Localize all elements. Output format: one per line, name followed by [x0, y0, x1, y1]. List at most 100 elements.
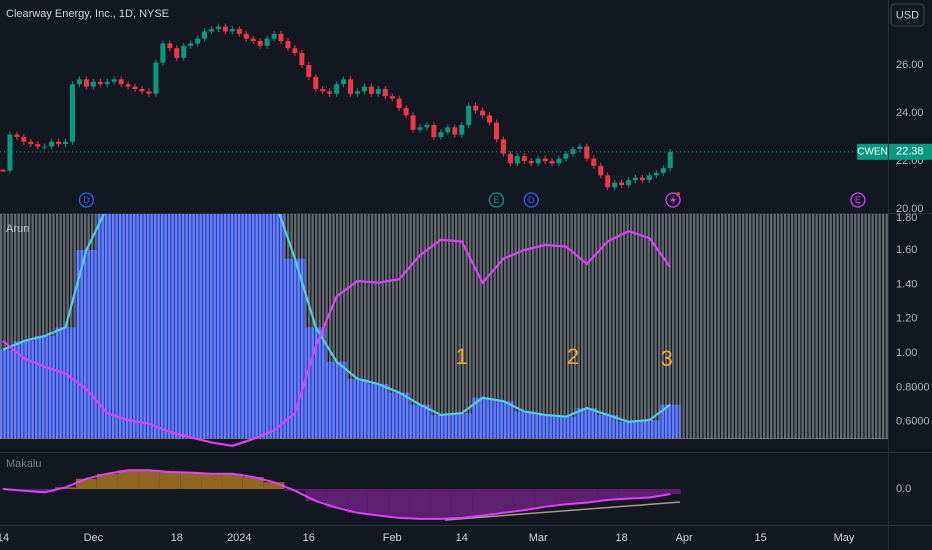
candle-body: [195, 38, 201, 44]
candle-body: [76, 79, 82, 85]
candle-body: [236, 29, 242, 34]
candle-body: [209, 29, 215, 32]
histogram-bar: [34, 335, 56, 438]
candle-body: [14, 134, 20, 137]
candle-body: [292, 48, 298, 54]
candle-body: [591, 158, 597, 166]
indicator-line: [2, 229, 672, 447]
y-tick-label: 24.00: [896, 107, 924, 119]
candle-body: [104, 81, 110, 85]
indicator-line: [2, 469, 671, 520]
candle-body: [605, 175, 611, 188]
histogram-bar: [159, 472, 181, 489]
trend-line: [444, 501, 681, 521]
event-marker: [523, 192, 539, 208]
histogram-bar: [576, 489, 598, 503]
candle-body: [556, 158, 562, 164]
candle-body: [125, 84, 131, 87]
y-tick-label: 0.6000: [896, 416, 930, 428]
candle-body: [612, 182, 618, 188]
candle-body: [222, 26, 228, 32]
candle-body: [306, 65, 312, 77]
candle-body: [403, 108, 409, 116]
event-marker: [850, 192, 866, 208]
histogram-bar: [555, 489, 577, 505]
histogram-bar: [263, 214, 285, 438]
candle-body: [299, 53, 305, 66]
candle-body: [584, 146, 590, 159]
histogram-bar: [513, 489, 535, 511]
candle-body: [90, 81, 96, 87]
candle-body: [250, 38, 256, 42]
histogram-bar: [451, 413, 473, 438]
histogram-bar: [659, 489, 681, 495]
x-tick-label: 18: [171, 532, 183, 544]
candle-body: [167, 43, 173, 49]
candle-body: [313, 76, 319, 89]
price-tag: [889, 143, 932, 160]
candle-body: [174, 48, 180, 58]
y-tick-label: 0.8000: [896, 381, 930, 393]
histogram-bar: [576, 408, 598, 438]
pane-title: Makalu: [6, 458, 41, 470]
candle-body: [493, 122, 499, 140]
candle-body: [382, 88, 388, 97]
last-price-label: 22.38: [896, 146, 924, 158]
pane-title: Arun: [6, 223, 29, 235]
candle-body: [118, 79, 124, 85]
candle-body: [215, 26, 221, 30]
histogram-bar: [0, 349, 14, 438]
candle-body: [466, 105, 472, 125]
histogram-bar: [263, 482, 285, 489]
histogram-bar: [638, 420, 660, 438]
histogram-bar: [75, 478, 97, 489]
candle-body: [514, 156, 520, 164]
histogram-bar: [638, 489, 660, 498]
candle-body: [188, 43, 194, 46]
histogram-bar: [388, 489, 410, 518]
candle-body: [63, 141, 69, 145]
histogram-bar: [367, 384, 389, 438]
candle-body: [334, 84, 340, 94]
candle-body: [438, 132, 444, 137]
histogram-bar: [618, 421, 639, 438]
dividend-flash-icon[interactable]: [665, 192, 681, 208]
histogram-bar: [138, 470, 160, 489]
histogram-bar: [555, 416, 577, 438]
x-tick-label: 18: [615, 532, 627, 544]
candle-body: [549, 160, 555, 164]
x-tick-label: 16: [303, 532, 315, 544]
candle-body: [28, 141, 34, 145]
histogram-bar: [409, 404, 431, 438]
histogram-bar: [242, 477, 264, 489]
candle-body: [473, 105, 479, 111]
x-tick-label: 14: [0, 532, 9, 544]
candle-body: [368, 86, 374, 94]
histogram-bar: [326, 361, 348, 438]
histogram-bar: [13, 341, 35, 438]
candle-body: [257, 41, 263, 46]
candle-body: [487, 115, 493, 123]
candle-body: [243, 33, 249, 39]
histogram-bar: [493, 401, 514, 438]
candle-body: [111, 79, 117, 82]
currency: USD: [896, 9, 919, 21]
y-tick-label: 20.00: [896, 203, 924, 215]
histogram-bar: [221, 214, 243, 438]
candle-body: [535, 158, 541, 164]
candle-body: [354, 91, 360, 94]
candle-body: [146, 91, 152, 94]
candle-body: [507, 153, 513, 164]
histogram-bar: [534, 489, 556, 507]
histogram-bar: [513, 411, 535, 438]
indicator-line: [2, 214, 671, 423]
y-tick-label: 1.20: [896, 313, 917, 325]
histogram-bar: [472, 489, 493, 516]
currency-button[interactable]: [890, 3, 925, 27]
candle-body: [598, 165, 604, 176]
candle-body: [480, 110, 486, 116]
x-tick-label: Feb: [383, 532, 402, 544]
x-tick-label: Dec: [84, 532, 104, 544]
candle-body: [431, 124, 437, 137]
